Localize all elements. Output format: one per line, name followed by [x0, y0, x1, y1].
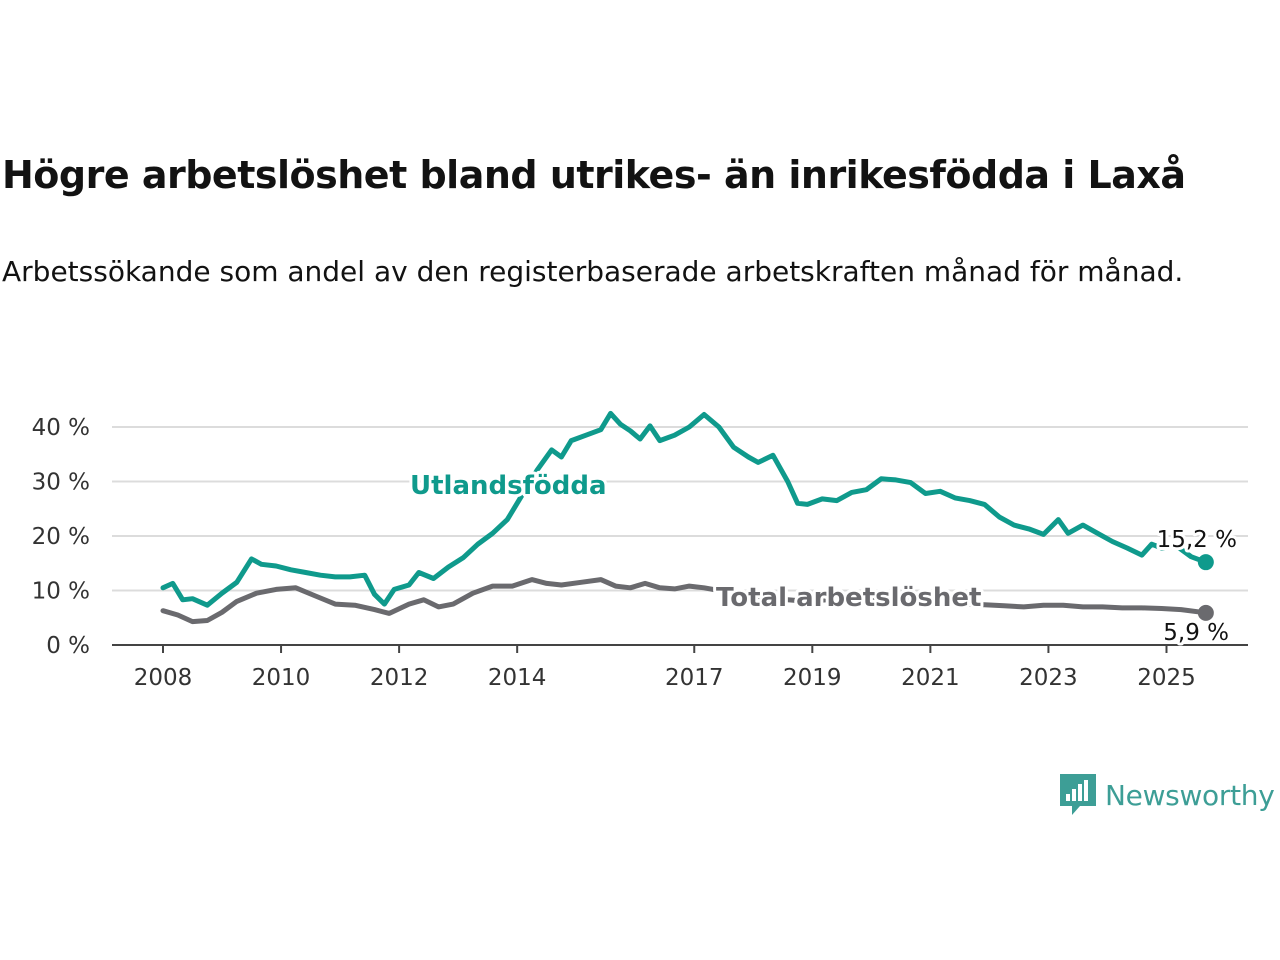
y-tick-label: 0 % [46, 633, 90, 659]
chart-subtitle: Arbetssökande som andel av den registerb… [2, 255, 1184, 288]
x-tick-label: 2025 [1137, 665, 1196, 691]
x-axis-ticks: 2008 2010 2012 2014 2017 2019 2021 2023 2025 [134, 645, 1196, 691]
y-tick-label: 10 % [32, 579, 90, 605]
y-tick-label: 30 % [32, 470, 90, 496]
y-tick-label: 20 % [32, 524, 90, 550]
utlandsfodda-end-point [1197, 554, 1214, 571]
end-label-utlandsfodda: 15,2 % [1157, 527, 1237, 553]
y-axis-ticks: 0 % 10 % 20 % 30 % 40 % [32, 415, 90, 659]
x-tick-label: 2014 [488, 665, 547, 691]
x-tick-label: 2008 [134, 665, 193, 691]
utlandsfodda-line [160, 410, 1209, 608]
total-end-point [1197, 604, 1214, 621]
x-tick-label: 2019 [783, 665, 842, 691]
series-labels: Utlandsfödda Total arbetslöshet 15,2 % 5,9 … [407, 468, 1240, 649]
x-tick-label: 2017 [665, 665, 724, 691]
series-label-utlandsfodda: Utlandsfödda [410, 471, 607, 501]
series-label-total: Total arbetslöshet [716, 583, 981, 613]
chart-title: Högre arbetslöshet bland utrikes- än inr… [2, 153, 1186, 197]
x-tick-label: 2023 [1019, 665, 1078, 691]
x-tick-label: 2021 [901, 665, 960, 691]
newsworthy-logo-icon [1060, 774, 1096, 815]
y-tick-label: 40 % [32, 415, 90, 441]
x-tick-label: 2010 [252, 665, 311, 691]
x-tick-label: 2012 [370, 665, 429, 691]
series-lines [160, 410, 1214, 625]
brand-name: Newsworthy [1105, 778, 1275, 812]
total-arbetsloshet-line [160, 577, 1209, 625]
end-label-total: 5,9 % [1163, 620, 1229, 646]
newsworthy-brand: Newsworthy [1058, 772, 1275, 818]
